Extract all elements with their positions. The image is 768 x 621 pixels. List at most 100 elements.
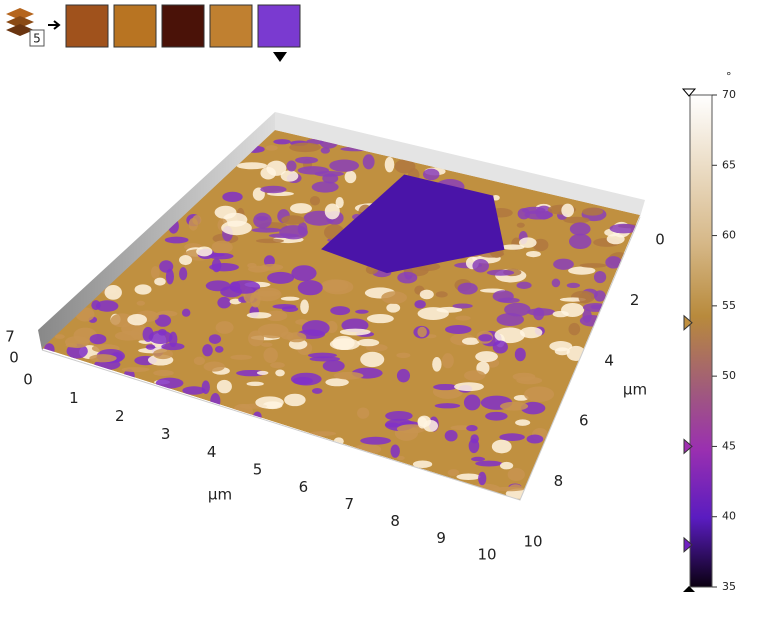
thumbnail[interactable] xyxy=(209,4,253,48)
texture xyxy=(121,367,150,373)
colorbar-tick-label: 35 xyxy=(722,580,736,593)
texture xyxy=(569,222,591,236)
thumbnail[interactable] xyxy=(161,4,205,48)
back-wall xyxy=(38,112,275,350)
texture xyxy=(295,156,319,164)
texture xyxy=(217,296,231,309)
texture xyxy=(286,160,297,172)
texture xyxy=(445,325,472,334)
x-tick-label: 1 xyxy=(69,389,79,407)
texture xyxy=(148,330,173,345)
thumbnail[interactable] xyxy=(113,4,157,48)
texture xyxy=(145,344,156,350)
texture xyxy=(514,347,526,362)
texture xyxy=(179,255,193,266)
texture xyxy=(433,383,458,391)
texture xyxy=(444,429,458,442)
texture xyxy=(435,291,448,298)
texture xyxy=(478,334,493,342)
texture xyxy=(526,434,544,444)
texture xyxy=(517,208,531,220)
texture xyxy=(43,343,55,356)
colorbar-marker[interactable] xyxy=(683,438,693,455)
texture xyxy=(553,258,574,270)
texture xyxy=(309,195,321,206)
thumbnail[interactable] xyxy=(65,4,109,48)
texture xyxy=(236,162,268,170)
texture xyxy=(605,256,622,269)
colorbar-tick-label: 60 xyxy=(722,229,736,242)
texture xyxy=(549,341,573,352)
texture xyxy=(516,222,525,228)
x-tick-label: 4 xyxy=(207,443,217,461)
texture xyxy=(208,334,222,344)
texture xyxy=(89,333,107,345)
texture xyxy=(507,467,525,481)
colorbar-marker[interactable] xyxy=(683,536,693,553)
x-tick-label: 10 xyxy=(477,546,496,564)
texture xyxy=(447,469,460,476)
texture xyxy=(265,145,278,151)
texture xyxy=(230,354,252,360)
stack-icon[interactable] xyxy=(6,8,34,20)
texture xyxy=(255,396,284,409)
layer-count: 5 xyxy=(33,32,41,46)
texture xyxy=(330,306,351,316)
texture xyxy=(208,252,234,260)
texture xyxy=(515,419,531,426)
texture xyxy=(394,159,416,174)
colorbar-marker[interactable] xyxy=(683,314,693,331)
texture xyxy=(221,220,252,236)
texture xyxy=(366,314,394,324)
x-tick-label: 2 xyxy=(115,407,125,425)
texture xyxy=(417,307,449,321)
thumbnail[interactable] xyxy=(257,4,301,48)
texture xyxy=(214,345,224,353)
texture xyxy=(301,320,330,336)
texture xyxy=(289,142,321,153)
texture xyxy=(325,378,349,387)
texture xyxy=(136,300,146,306)
colorbar-tick-label: 40 xyxy=(722,510,736,523)
texture xyxy=(566,282,581,289)
texture xyxy=(329,159,359,172)
texture xyxy=(161,342,185,351)
texture xyxy=(579,263,607,268)
texture xyxy=(466,425,478,432)
texture xyxy=(335,196,344,209)
texture xyxy=(478,471,487,486)
toolbar[interactable]: 5 xyxy=(6,4,301,62)
texture xyxy=(455,315,471,321)
texture xyxy=(192,215,202,226)
z-tick-label: 0 xyxy=(9,349,19,367)
texture xyxy=(66,343,88,359)
texture xyxy=(454,382,484,392)
texture xyxy=(486,269,515,276)
texture xyxy=(344,170,357,184)
texture xyxy=(491,439,512,454)
texture xyxy=(578,292,592,304)
texture xyxy=(307,352,338,359)
texture xyxy=(568,266,596,275)
texture xyxy=(211,240,233,254)
y-tick-label: 4 xyxy=(604,351,614,369)
texture xyxy=(104,285,122,300)
back-wall xyxy=(275,112,645,217)
texture xyxy=(222,191,243,203)
texture xyxy=(154,314,172,327)
texture xyxy=(412,460,433,468)
texture xyxy=(215,321,234,334)
texture xyxy=(272,304,297,309)
texture xyxy=(311,181,339,193)
texture xyxy=(280,170,299,182)
texture xyxy=(516,281,532,290)
texture xyxy=(463,394,481,411)
texture xyxy=(264,310,288,322)
x-tick-label: 8 xyxy=(390,512,400,530)
x-tick-label: 3 xyxy=(161,425,171,443)
texture xyxy=(568,322,581,336)
texture xyxy=(396,368,411,383)
texture xyxy=(461,337,480,345)
texture xyxy=(181,308,191,317)
texture xyxy=(355,309,369,314)
